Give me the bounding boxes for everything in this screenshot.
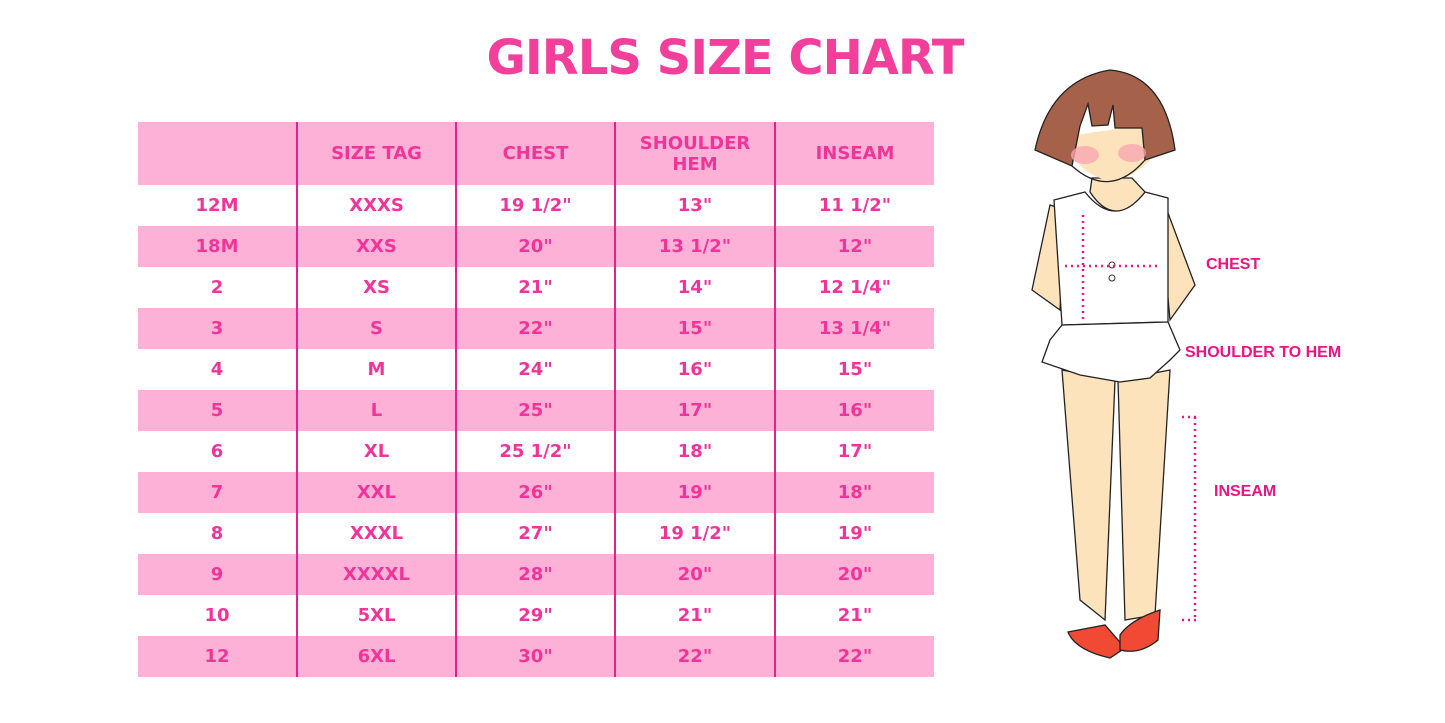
table-cell: 19"	[614, 472, 775, 513]
column-header: SHOULDER HEM	[614, 122, 775, 185]
page-title: GIRLS SIZE CHART	[486, 30, 965, 86]
table-cell: 13 1/2"	[614, 226, 775, 267]
table-cell: 20"	[455, 226, 615, 267]
column-header: INSEAM	[774, 122, 934, 185]
table-cell: XXS	[296, 226, 456, 267]
table-row: 7 XXL 26" 19" 18"	[138, 472, 934, 513]
table-cell: S	[296, 308, 456, 349]
chest-label: CHEST	[1206, 256, 1261, 273]
table-cell: 21"	[455, 267, 615, 308]
table-cell: 3	[138, 308, 297, 349]
table-row: 10 5XL 29" 21" 21"	[138, 595, 934, 636]
table-cell: 12"	[774, 226, 934, 267]
table-cell: 18"	[774, 472, 934, 513]
table-cell: 25 1/2"	[455, 431, 615, 472]
table-cell: 6	[210, 441, 224, 462]
table-cell: XXXS	[296, 185, 456, 226]
table-cell: XL	[296, 431, 456, 472]
table-row: 9 XXXXL 28" 20" 20"	[138, 554, 934, 595]
table-cell: 17"	[774, 431, 934, 472]
inseam-label: INSEAM	[1214, 483, 1277, 500]
shoulder-to-hem-label: SHOULDER TO HEM	[1185, 344, 1342, 361]
table-cell: 16"	[774, 390, 934, 431]
table-cell: 19 1/2"	[455, 185, 615, 226]
table-cell: 18"	[614, 431, 775, 472]
table-cell: 27"	[455, 513, 615, 554]
table-cell: 26"	[455, 472, 615, 513]
table-cell: 15"	[614, 308, 775, 349]
table-cell: XXL	[296, 472, 456, 513]
table-cell: 28"	[455, 554, 615, 595]
table-cell: 2	[210, 277, 224, 298]
table-cell: 6XL	[296, 636, 456, 677]
table-row: 18M XXS 20" 13 1/2" 12"	[138, 226, 934, 267]
table-cell: 30"	[455, 636, 615, 677]
header-row: SIZE TAG CHEST SHOULDER HEM INSEAM	[138, 122, 934, 185]
table-row: 8 XXXL 27" 19 1/2" 19"	[138, 513, 934, 554]
table-cell: 12 1/4"	[774, 267, 934, 308]
table-cell: 14"	[614, 267, 775, 308]
column-header: CHEST	[455, 122, 615, 185]
table-cell: 11 1/2"	[774, 185, 934, 226]
table-row: 5 L 25" 17" 16"	[138, 390, 934, 431]
table-cell: 9	[138, 554, 297, 595]
table-cell: 20"	[774, 554, 934, 595]
table-row: 3 S 22" 15" 13 1/4"	[138, 308, 934, 349]
table-cell: 25"	[455, 390, 615, 431]
table-cell: 5	[138, 390, 297, 431]
table-cell: 22"	[614, 636, 775, 677]
table-cell: 12	[138, 636, 297, 677]
table-cell: 18M	[138, 226, 297, 267]
column-header: SIZE TAG	[296, 122, 456, 185]
table-cell: 20"	[614, 554, 775, 595]
column-header	[138, 122, 297, 185]
table-cell: 16"	[614, 349, 775, 390]
table-cell: XXXL	[296, 513, 456, 554]
table-cell: 13"	[614, 185, 775, 226]
table-cell: 21"	[774, 595, 934, 636]
table-row: 12 6XL 30" 22" 22"	[138, 636, 934, 677]
table-cell: XXXXL	[296, 554, 456, 595]
table-cell: 4	[210, 359, 224, 380]
table-cell: 7	[138, 472, 297, 513]
table-cell: 19"	[774, 513, 934, 554]
table-cell: XS	[296, 267, 456, 308]
table-cell: 19 1/2"	[614, 513, 775, 554]
table-row: 2 XS 21" 14" 12 1/4"	[138, 267, 934, 308]
table-row: 4 M 24" 16" 15"	[138, 349, 934, 390]
table-cell: 22"	[774, 636, 934, 677]
table-cell: 15"	[774, 349, 934, 390]
table-cell: L	[296, 390, 456, 431]
girl-illustration	[1020, 60, 1380, 664]
table-cell: 17"	[614, 390, 775, 431]
table-cell: 29"	[455, 595, 615, 636]
table-cell: 5XL	[296, 595, 456, 636]
table-cell: 12M	[195, 195, 239, 216]
table-cell: 22"	[455, 308, 615, 349]
table-cell: M	[296, 349, 456, 390]
table-cell: 8	[210, 523, 224, 544]
table-cell: 24"	[455, 349, 615, 390]
table-cell: 13 1/4"	[774, 308, 934, 349]
size-table: SIZE TAG CHEST SHOULDER HEM INSEAM 12M XXXS 1…	[138, 122, 934, 677]
table-row: 6 XL 25 1/2" 18" 17"	[138, 431, 934, 472]
table-row: 12M XXXS 19 1/2" 13" 11 1/2"	[138, 185, 934, 226]
table-cell: 10	[204, 605, 230, 626]
table-cell: 21"	[614, 595, 775, 636]
